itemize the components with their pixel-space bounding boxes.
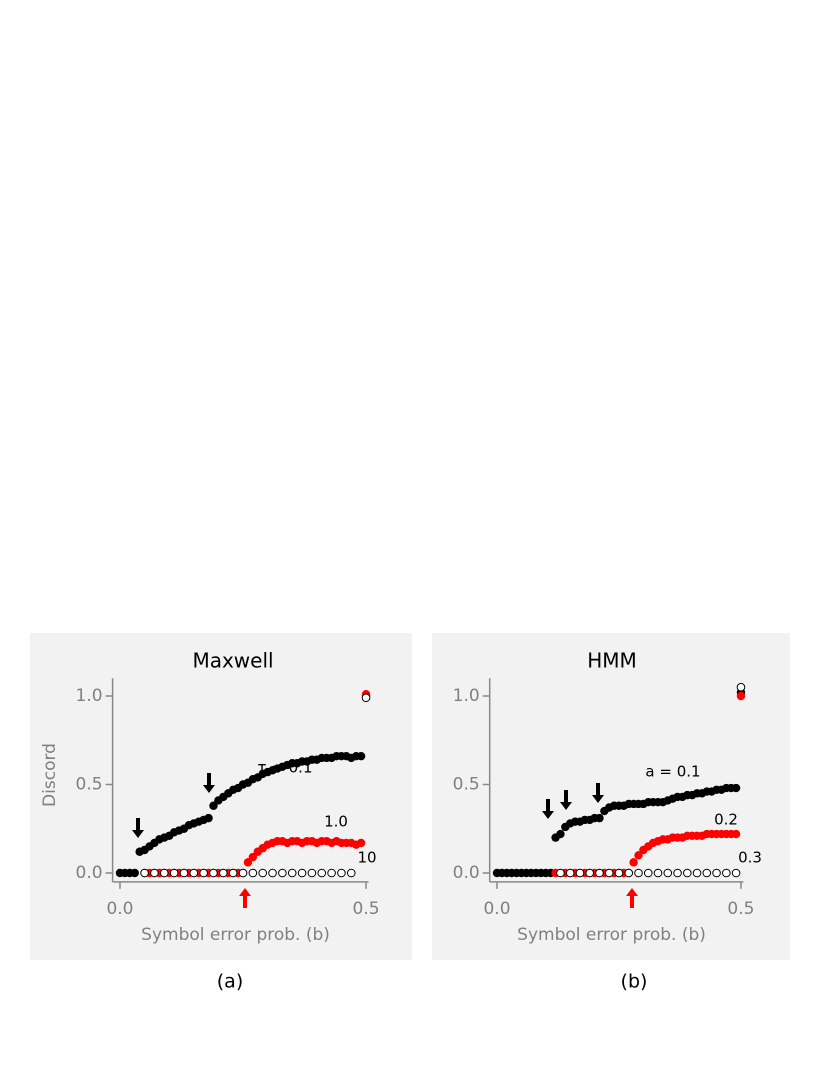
series-label: 10 bbox=[357, 849, 376, 867]
data-point bbox=[634, 851, 643, 860]
data-point bbox=[731, 783, 741, 793]
arrow-head bbox=[239, 888, 251, 896]
data-point bbox=[189, 868, 199, 878]
panel: HMM 0.0 0.5 1.0 0.0 0.5 Symbol error prob. (b)… bbox=[432, 633, 790, 993]
data-point bbox=[278, 868, 287, 878]
data-point bbox=[629, 858, 638, 867]
y-tick-label: 0.5 bbox=[453, 775, 480, 795]
data-point bbox=[653, 868, 663, 878]
arrow-head bbox=[560, 802, 572, 810]
data-point bbox=[575, 868, 585, 878]
data-point bbox=[614, 868, 624, 878]
data-point bbox=[268, 868, 277, 878]
x-tick-label: 0.5 bbox=[353, 899, 380, 919]
data-point bbox=[243, 858, 253, 867]
data-point bbox=[228, 868, 238, 878]
y-axis-label: Discord bbox=[40, 743, 60, 807]
data-point bbox=[209, 801, 218, 810]
data-point bbox=[585, 868, 595, 878]
data-point bbox=[307, 868, 317, 878]
x-tick-label: 0.0 bbox=[106, 899, 133, 919]
data-point bbox=[204, 813, 213, 823]
data-point bbox=[130, 868, 139, 878]
arrow-head bbox=[542, 811, 554, 819]
data-point bbox=[317, 868, 327, 878]
data-point bbox=[595, 868, 604, 878]
data-point bbox=[337, 868, 346, 878]
data-point bbox=[248, 852, 258, 862]
data-point bbox=[663, 868, 673, 878]
data-point bbox=[595, 813, 604, 823]
x-tick-label: 0.5 bbox=[727, 899, 754, 919]
series-label: τ = 0.1 bbox=[258, 759, 313, 777]
caption: (b) bbox=[621, 971, 648, 993]
series-label: a = 0.1 bbox=[645, 763, 700, 781]
y-tick-label: 0.5 bbox=[76, 775, 103, 795]
caption: (a) bbox=[217, 971, 243, 993]
y-tick-label: 0.0 bbox=[76, 863, 103, 883]
data-point bbox=[673, 868, 682, 878]
data-point bbox=[736, 691, 746, 701]
data-point bbox=[565, 868, 575, 878]
data-point bbox=[199, 868, 208, 878]
data-point bbox=[731, 868, 741, 878]
data-point bbox=[179, 868, 189, 878]
y-tick-label: 0.0 bbox=[453, 863, 480, 883]
data-point bbox=[722, 868, 731, 878]
y-tick-label: 1.0 bbox=[76, 686, 103, 706]
arrow-head bbox=[626, 888, 638, 896]
data-point bbox=[702, 868, 712, 878]
chart-title: HMM bbox=[587, 649, 637, 673]
x-axis-label: Symbol error prob. (b) bbox=[517, 925, 706, 945]
data-point bbox=[624, 868, 634, 878]
data-point bbox=[361, 693, 371, 703]
data-point bbox=[287, 868, 297, 878]
data-point bbox=[327, 868, 336, 878]
panel-background bbox=[432, 633, 790, 960]
data-point bbox=[556, 868, 565, 878]
arrow-head bbox=[132, 830, 144, 838]
arrow-head bbox=[592, 795, 604, 803]
data-point bbox=[682, 868, 692, 878]
data-point bbox=[297, 868, 307, 878]
data-point bbox=[643, 868, 653, 878]
data-point bbox=[731, 829, 741, 839]
data-point bbox=[356, 751, 366, 761]
data-point bbox=[712, 868, 721, 878]
series-label: 0.3 bbox=[738, 849, 762, 867]
y-tick-label: 1.0 bbox=[453, 686, 480, 706]
data-point bbox=[346, 868, 356, 878]
data-point bbox=[219, 868, 228, 878]
panel: Maxwell 0.0 0.5 1.0 0.0 0.5 Symbol error prob.… bbox=[30, 633, 412, 993]
x-tick-label: 0.0 bbox=[483, 899, 510, 919]
data-point bbox=[140, 868, 149, 878]
x-axis-label: Symbol error prob. (b) bbox=[141, 925, 330, 945]
series-label: 0.2 bbox=[714, 811, 738, 829]
data-point bbox=[248, 868, 258, 878]
data-point bbox=[692, 868, 702, 878]
data-point bbox=[356, 838, 366, 848]
data-point bbox=[736, 682, 746, 692]
chart-title: Maxwell bbox=[192, 649, 273, 673]
data-point bbox=[634, 868, 643, 878]
data-point bbox=[556, 829, 565, 839]
data-point bbox=[150, 868, 159, 878]
arrow-head bbox=[203, 785, 215, 793]
data-point bbox=[209, 868, 218, 878]
data-point bbox=[258, 868, 267, 878]
data-point bbox=[238, 868, 248, 878]
data-point bbox=[159, 868, 169, 878]
data-point bbox=[169, 868, 179, 878]
series-label: 1.0 bbox=[324, 813, 348, 831]
data-point bbox=[604, 868, 614, 878]
